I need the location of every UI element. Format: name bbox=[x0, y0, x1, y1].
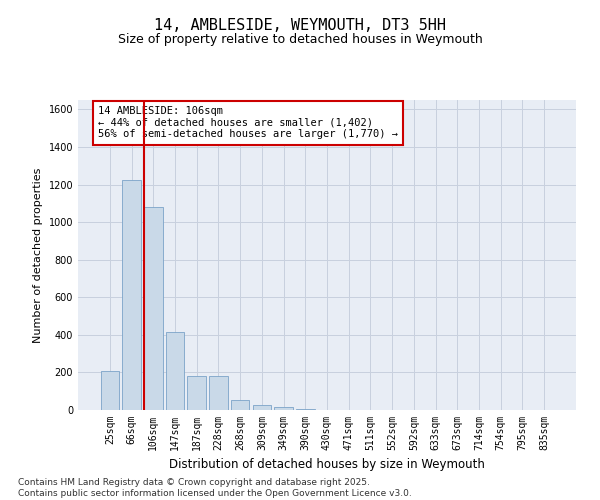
Bar bbox=[209, 376, 227, 410]
Bar bbox=[296, 408, 314, 410]
Bar bbox=[187, 376, 206, 410]
Text: 14 AMBLESIDE: 106sqm
← 44% of detached houses are smaller (1,402)
56% of semi-de: 14 AMBLESIDE: 106sqm ← 44% of detached h… bbox=[98, 106, 398, 140]
Bar bbox=[166, 332, 184, 410]
Text: Contains HM Land Registry data © Crown copyright and database right 2025.
Contai: Contains HM Land Registry data © Crown c… bbox=[18, 478, 412, 498]
Bar bbox=[274, 408, 293, 410]
Text: Size of property relative to detached houses in Weymouth: Size of property relative to detached ho… bbox=[118, 32, 482, 46]
Bar bbox=[253, 404, 271, 410]
Y-axis label: Number of detached properties: Number of detached properties bbox=[33, 168, 43, 342]
X-axis label: Distribution of detached houses by size in Weymouth: Distribution of detached houses by size … bbox=[169, 458, 485, 471]
Bar bbox=[101, 372, 119, 410]
Bar bbox=[122, 180, 141, 410]
Bar bbox=[144, 207, 163, 410]
Text: 14, AMBLESIDE, WEYMOUTH, DT3 5HH: 14, AMBLESIDE, WEYMOUTH, DT3 5HH bbox=[154, 18, 446, 32]
Bar bbox=[231, 400, 250, 410]
